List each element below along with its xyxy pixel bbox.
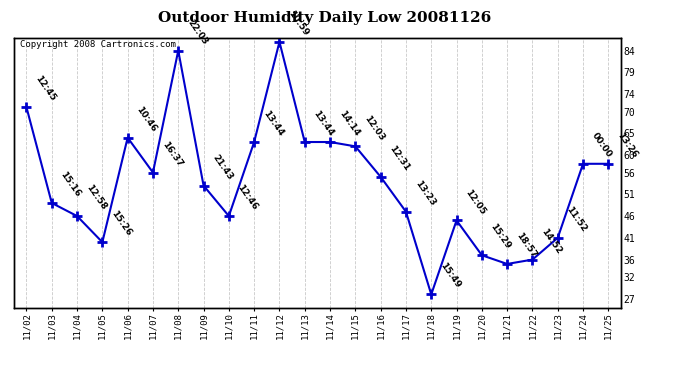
Text: Copyright 2008 Cartronics.com: Copyright 2008 Cartronics.com (20, 40, 176, 49)
Text: 00:00: 00:00 (590, 131, 613, 160)
Text: 21:43: 21:43 (210, 153, 235, 182)
Text: 13:44: 13:44 (312, 109, 335, 138)
Text: 10:46: 10:46 (135, 105, 159, 134)
Text: 12:46: 12:46 (236, 183, 259, 212)
Text: 13:44: 13:44 (261, 109, 285, 138)
Text: 13:26: 13:26 (615, 131, 639, 160)
Text: 15:16: 15:16 (59, 170, 83, 199)
Text: 12:31: 12:31 (388, 144, 411, 173)
Text: 12:03: 12:03 (362, 114, 386, 142)
Text: 16:37: 16:37 (160, 140, 184, 168)
Text: 15:49: 15:49 (438, 261, 462, 290)
Text: 18:57: 18:57 (514, 231, 538, 260)
Text: Outdoor Humidity Daily Low 20081126: Outdoor Humidity Daily Low 20081126 (158, 11, 491, 25)
Text: 22:03: 22:03 (185, 18, 209, 46)
Text: 15:29: 15:29 (489, 222, 513, 251)
Text: 11:52: 11:52 (564, 205, 589, 234)
Text: 14:52: 14:52 (540, 227, 563, 255)
Text: 12:45: 12:45 (33, 74, 57, 103)
Text: 14:14: 14:14 (337, 109, 361, 138)
Text: 12:05: 12:05 (464, 188, 487, 216)
Text: 13:23: 13:23 (413, 179, 437, 207)
Text: 12:58: 12:58 (84, 183, 108, 212)
Text: 15:26: 15:26 (109, 209, 133, 238)
Text: 10:59: 10:59 (286, 9, 310, 38)
